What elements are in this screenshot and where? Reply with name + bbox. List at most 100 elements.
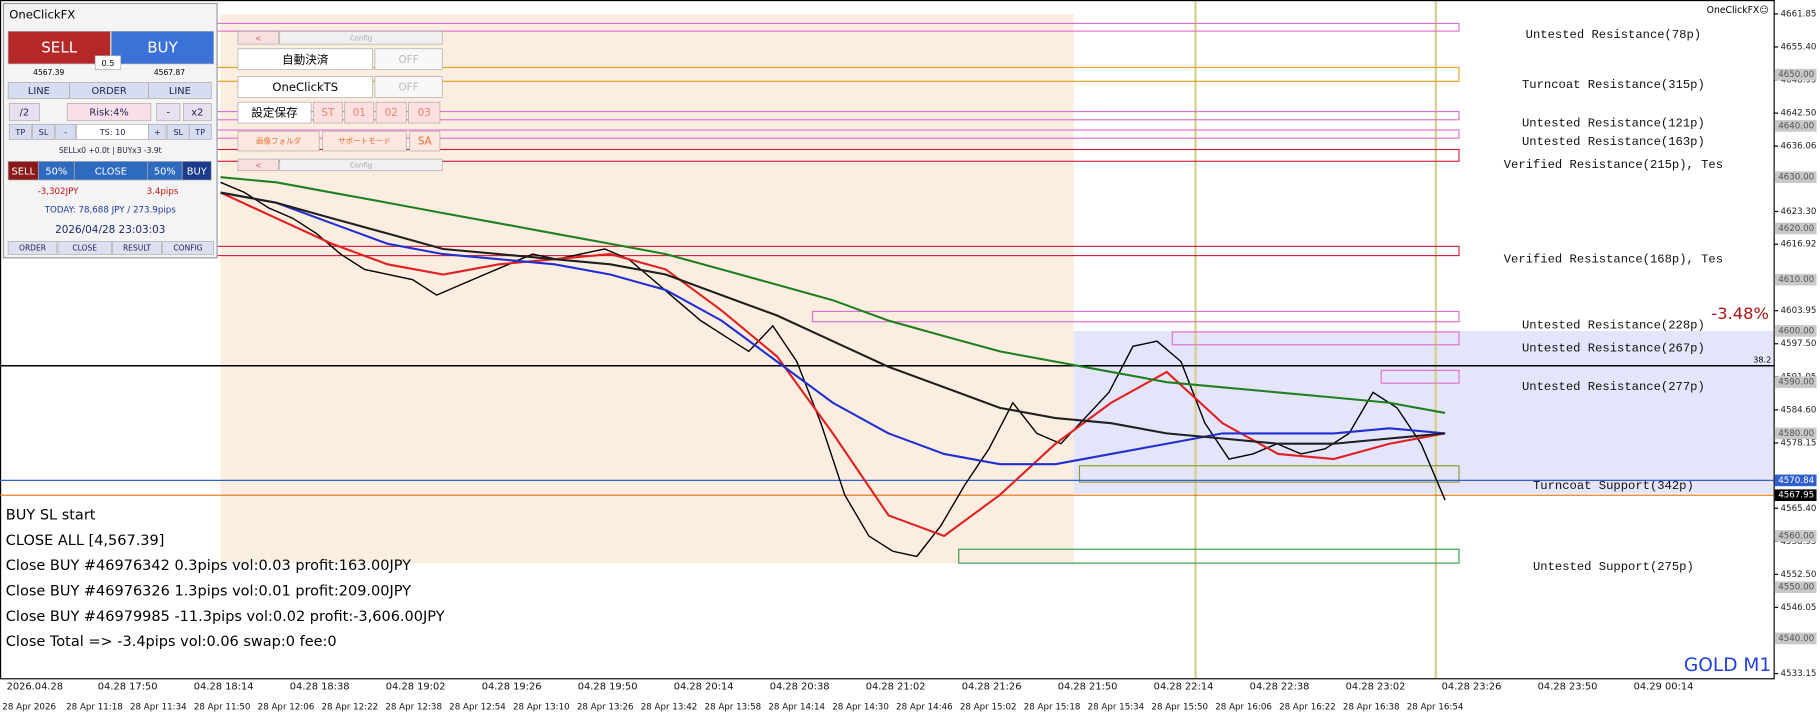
button[interactable] [32,123,55,140]
button-label[interactable]: < [255,33,262,43]
button-label[interactable]: 01 [353,107,366,119]
y-tick-label: 4636.06 [1781,142,1817,152]
button-label[interactable]: x2 [191,108,203,119]
button-label[interactable]: < [255,160,262,170]
button[interactable] [322,130,407,152]
button-label[interactable]: LINE [169,86,191,97]
button-label[interactable]: 画像フォルダ [256,136,302,146]
button[interactable] [237,31,279,45]
button-label[interactable]: SELL [11,166,35,177]
button[interactable] [237,101,312,124]
button-label[interactable]: サポートモード [338,137,391,146]
button[interactable] [188,123,212,140]
lot-input-label[interactable]: 0.5 [101,58,114,68]
zone [958,548,1460,564]
button[interactable] [237,158,279,172]
sell-button[interactable] [7,31,111,65]
price-box [1774,489,1817,501]
y-tick-label: 4578.15 [1781,438,1817,448]
price-box-label: 4580.00 [1778,429,1814,439]
button[interactable] [162,241,214,255]
x-tick-label: 04.28 18:14 [194,681,254,692]
log-line: Close BUY #46979985 -11.3pips vol:0.02 p… [6,609,445,625]
button[interactable] [237,76,373,98]
zone [811,310,1460,323]
button[interactable] [374,48,443,71]
button[interactable] [148,82,212,100]
log-line: CLOSE ALL [4,567.39] [6,533,165,549]
button[interactable] [313,101,343,124]
button[interactable] [8,103,40,122]
sell-button-label[interactable]: SELL [41,39,77,57]
button-label[interactable]: CLOSE [72,244,97,253]
button[interactable] [55,123,76,140]
button[interactable] [375,101,407,124]
button-label[interactable]: LINE [28,86,50,97]
button-label[interactable]: + [154,127,161,137]
price-box [1774,325,1817,337]
button-label[interactable]: TP [194,127,205,137]
button-label[interactable]: ORDER [19,244,47,253]
button[interactable] [156,103,181,122]
pips: 3.4pips [147,187,179,197]
button[interactable] [8,123,32,140]
button-label[interactable]: CLOSE [95,166,127,177]
button-label[interactable]: - [64,127,67,137]
x-tick-label-2: 28 Apr 14:14 [768,703,825,713]
button[interactable] [183,103,212,122]
button[interactable] [374,76,443,98]
button[interactable] [344,101,375,124]
button-label[interactable]: 50% [154,166,176,177]
button-label[interactable]: 02 [385,107,398,119]
button[interactable] [237,130,320,152]
button-label[interactable]: 自動決済 [282,52,329,66]
button-label[interactable]: Config [350,34,372,42]
button-label[interactable]: SA [418,136,433,148]
x-tick-label-2: 28 Apr 16:38 [1343,703,1400,713]
button[interactable] [57,241,112,255]
moving-average [220,176,1446,414]
button[interactable] [7,241,58,255]
zone-label: Untested Support(275p) [1533,560,1694,574]
button-label[interactable]: - [167,108,171,119]
button-label[interactable]: ORDER [91,86,126,97]
button[interactable] [148,123,167,140]
button-label[interactable]: CONFIG [173,244,202,253]
x-tick-label: 04.28 21:02 [866,681,926,692]
buy-button-label[interactable]: BUY [147,39,178,57]
y-tick-label: 4642.50 [1781,109,1817,119]
button-label[interactable]: ST [321,107,335,119]
y-tick-label: 4546.05 [1781,603,1817,613]
button-label[interactable]: SL [173,127,183,137]
button-label[interactable]: 設定保存 [251,106,298,120]
button-label[interactable]: Risk:4% [89,108,128,119]
price-box [1774,273,1817,286]
button[interactable] [66,103,152,122]
button[interactable] [408,101,441,124]
button[interactable] [279,158,443,172]
button-label[interactable]: /2 [20,108,30,119]
lot-input[interactable] [94,55,122,71]
button-label[interactable]: TP [14,127,25,137]
button-label[interactable]: 03 [418,107,431,119]
button[interactable] [181,161,212,181]
button-label[interactable]: SL [39,127,49,137]
price-box-label: 4640.00 [1778,121,1814,131]
buy-button[interactable] [111,31,214,65]
x-tick-label: 04.28 22:14 [1154,681,1214,692]
button[interactable] [237,48,373,71]
button-label[interactable]: 50% [45,166,67,177]
button[interactable] [112,241,162,255]
button-label[interactable]: OFF [398,82,418,94]
button-label[interactable]: Config [350,161,372,169]
price-box [1774,120,1817,132]
button[interactable] [409,130,441,152]
button-label[interactable]: OneClickTS [272,80,338,94]
x-tick-label: 04.28 23:02 [1346,681,1406,692]
price-box-label: 4550.00 [1778,583,1814,593]
button-label[interactable]: BUY [187,166,208,177]
button[interactable] [279,31,443,45]
button-label[interactable]: TS: 10 [99,127,126,137]
button-label[interactable]: OFF [398,54,418,66]
button-label[interactable]: RESULT [123,244,151,253]
